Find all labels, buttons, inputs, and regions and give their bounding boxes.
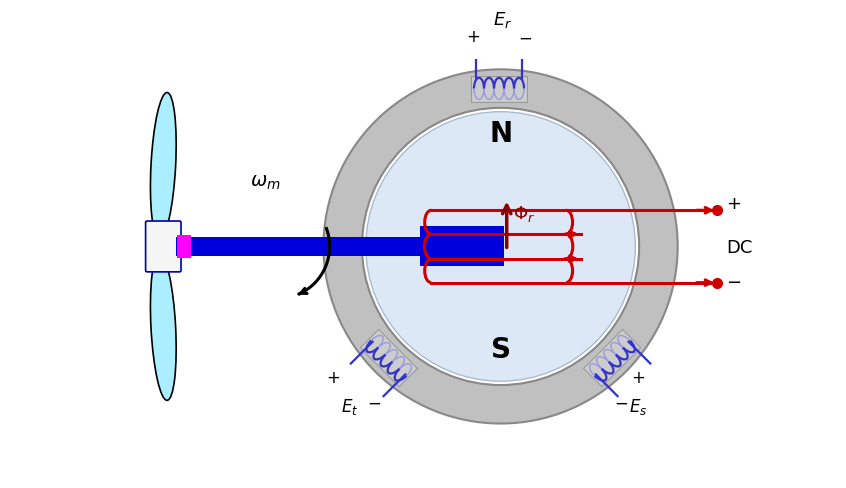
Ellipse shape: [151, 254, 176, 400]
FancyBboxPatch shape: [146, 221, 181, 272]
Bar: [177, 235, 191, 258]
Ellipse shape: [151, 93, 176, 239]
Polygon shape: [360, 329, 418, 386]
Text: +: +: [467, 28, 481, 46]
Polygon shape: [584, 329, 640, 386]
Bar: [176, 237, 503, 256]
Text: $E_s$: $E_s$: [629, 397, 647, 417]
Text: +: +: [631, 369, 645, 386]
Text: DC: DC: [726, 239, 753, 257]
Polygon shape: [471, 76, 526, 102]
Bar: [420, 226, 504, 266]
Text: $-$: $-$: [726, 272, 741, 290]
Text: $\Phi_r$: $\Phi_r$: [513, 204, 535, 224]
Ellipse shape: [362, 108, 640, 385]
Text: $-$: $-$: [518, 28, 531, 46]
Text: $\omega_m$: $\omega_m$: [250, 173, 281, 192]
Text: +: +: [726, 195, 741, 213]
Text: $E_r$: $E_r$: [493, 10, 512, 30]
Text: $E_t$: $E_t$: [341, 397, 359, 417]
Text: +: +: [326, 369, 340, 386]
Text: $-$: $-$: [613, 394, 628, 412]
Ellipse shape: [365, 112, 635, 381]
Text: N: N: [489, 121, 512, 148]
Text: $-$: $-$: [367, 394, 382, 412]
Ellipse shape: [323, 69, 678, 424]
Text: S: S: [491, 336, 511, 364]
